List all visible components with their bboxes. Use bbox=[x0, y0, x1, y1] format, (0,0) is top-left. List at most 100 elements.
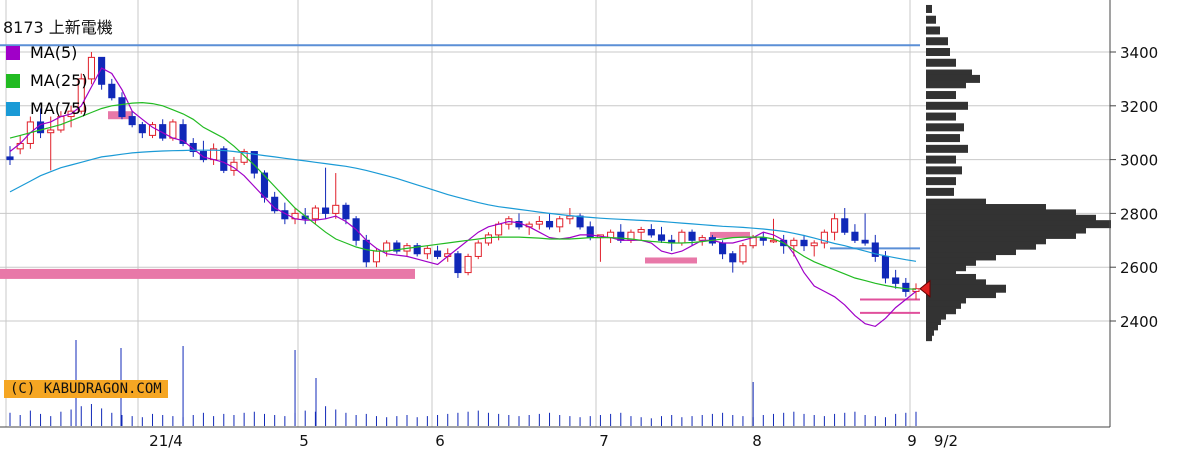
x-tick-label: 9 bbox=[907, 432, 917, 450]
candle-body bbox=[322, 207, 330, 214]
candle-body bbox=[719, 242, 727, 255]
candle-body bbox=[260, 172, 269, 198]
candle-body bbox=[6, 156, 14, 161]
candle-body bbox=[342, 204, 350, 220]
volume-profile-bar bbox=[926, 58, 956, 67]
candle-body bbox=[413, 245, 421, 255]
x-tick-label: 7 bbox=[599, 432, 609, 450]
volume-profile-bar bbox=[926, 311, 946, 320]
legend-item-ma5: MA(5) bbox=[6, 44, 77, 62]
candle-body bbox=[851, 231, 859, 241]
candle-body bbox=[474, 242, 482, 257]
candle-body bbox=[657, 234, 666, 241]
ma5-line bbox=[9, 67, 917, 328]
volume-profile-bar bbox=[926, 279, 986, 288]
volume-profile-bar bbox=[926, 284, 1006, 293]
candle-body bbox=[189, 142, 197, 153]
x-tick-label: 5 bbox=[299, 432, 309, 450]
candle-body bbox=[311, 207, 319, 220]
volume-bars bbox=[9, 340, 917, 426]
volume-profile-bar bbox=[926, 290, 996, 299]
current-price-marker bbox=[919, 279, 931, 298]
volume-profile-bar bbox=[926, 123, 964, 132]
candle-body bbox=[240, 151, 248, 163]
volume-profile-bar bbox=[926, 257, 976, 266]
volume-profile-bar bbox=[926, 112, 956, 121]
candle-body bbox=[433, 250, 442, 257]
volume-profile-bar bbox=[926, 268, 956, 277]
candle-body bbox=[831, 218, 839, 233]
candle-body bbox=[892, 277, 900, 284]
candle-body bbox=[47, 129, 55, 134]
volume-profile-bar bbox=[926, 225, 1086, 234]
candle-body bbox=[464, 255, 472, 274]
candle-body bbox=[362, 239, 370, 263]
candle-body bbox=[118, 97, 126, 118]
legend-swatch-ma5 bbox=[6, 46, 20, 60]
candle-body bbox=[220, 148, 228, 171]
candle-body bbox=[566, 215, 574, 220]
volume-profile-bar bbox=[926, 101, 968, 110]
volume-profile-bar bbox=[926, 187, 954, 196]
candle-body bbox=[871, 242, 879, 257]
candle-body bbox=[535, 220, 543, 225]
volume-profile-bar bbox=[926, 209, 1076, 218]
ma25-line bbox=[9, 101, 917, 290]
candle-body bbox=[128, 116, 136, 126]
candle-body bbox=[617, 231, 625, 241]
volume-profile-bar bbox=[926, 295, 966, 304]
volume-profile-bar bbox=[926, 204, 1046, 213]
volume-profile-bar bbox=[926, 322, 938, 331]
candle-body bbox=[637, 229, 645, 233]
grid-lines bbox=[0, 0, 1110, 427]
legend-label-ma5: MA(5) bbox=[30, 43, 78, 62]
candle-body bbox=[495, 223, 503, 236]
volume-profile-bar bbox=[926, 26, 940, 35]
candle-body bbox=[77, 78, 85, 112]
legend-item-ma25: MA(25) bbox=[6, 72, 88, 90]
candle-body bbox=[678, 231, 686, 244]
support-band bbox=[645, 257, 697, 264]
volume-profile-bar bbox=[926, 230, 1076, 239]
x-tick-label: 21/4 bbox=[149, 432, 183, 450]
volume-profile-bar bbox=[926, 247, 1016, 256]
candle-body bbox=[576, 215, 584, 228]
volume-profile-bar bbox=[926, 15, 936, 24]
candle-body bbox=[148, 124, 157, 136]
candle-body bbox=[484, 234, 493, 244]
volume-profile-bar bbox=[926, 134, 960, 143]
x-tick-label: 9/2 bbox=[934, 432, 958, 450]
volume-profile-bar bbox=[926, 263, 966, 272]
candle-body bbox=[810, 242, 818, 247]
volume-profile-bar bbox=[926, 214, 1096, 223]
x-tick-label: 6 bbox=[435, 432, 445, 450]
candle-body bbox=[383, 242, 391, 252]
candle-body bbox=[454, 253, 462, 274]
volume-profile-bar bbox=[926, 220, 1111, 229]
candle-body bbox=[372, 250, 381, 263]
volume-profile-bar bbox=[926, 177, 956, 186]
volume-profile-bar bbox=[926, 306, 956, 315]
candle-body bbox=[790, 239, 798, 247]
candle-body bbox=[800, 239, 808, 247]
candle-body bbox=[423, 247, 431, 255]
volume-profile-bar bbox=[926, 74, 980, 83]
candle-body bbox=[586, 226, 594, 239]
legend-swatch-ma75 bbox=[6, 102, 20, 116]
candle-body bbox=[861, 239, 869, 244]
legend-item-ma75: MA(75) bbox=[6, 100, 88, 118]
volume-profile-bar bbox=[926, 144, 968, 153]
candle-body bbox=[729, 253, 737, 263]
candle-body bbox=[749, 237, 757, 247]
candle-body bbox=[332, 204, 340, 214]
copyright-label: (C) KABUDRAGON.COM bbox=[4, 380, 168, 398]
candle-body bbox=[87, 56, 95, 80]
volume-profile-bar bbox=[926, 327, 934, 336]
candlesticks bbox=[6, 52, 920, 300]
legend-label-ma75: MA(75) bbox=[30, 99, 88, 118]
volume-profile-bar bbox=[926, 69, 972, 78]
y-tick-label: 3000 bbox=[1120, 152, 1158, 170]
y-tick-label: 2800 bbox=[1120, 205, 1158, 223]
volume-profile-bar bbox=[926, 155, 956, 164]
axes: 2400 2600 2800 3000 3200 3400 21/4 5 6 7 8 9 9/2 bbox=[0, 0, 1158, 450]
